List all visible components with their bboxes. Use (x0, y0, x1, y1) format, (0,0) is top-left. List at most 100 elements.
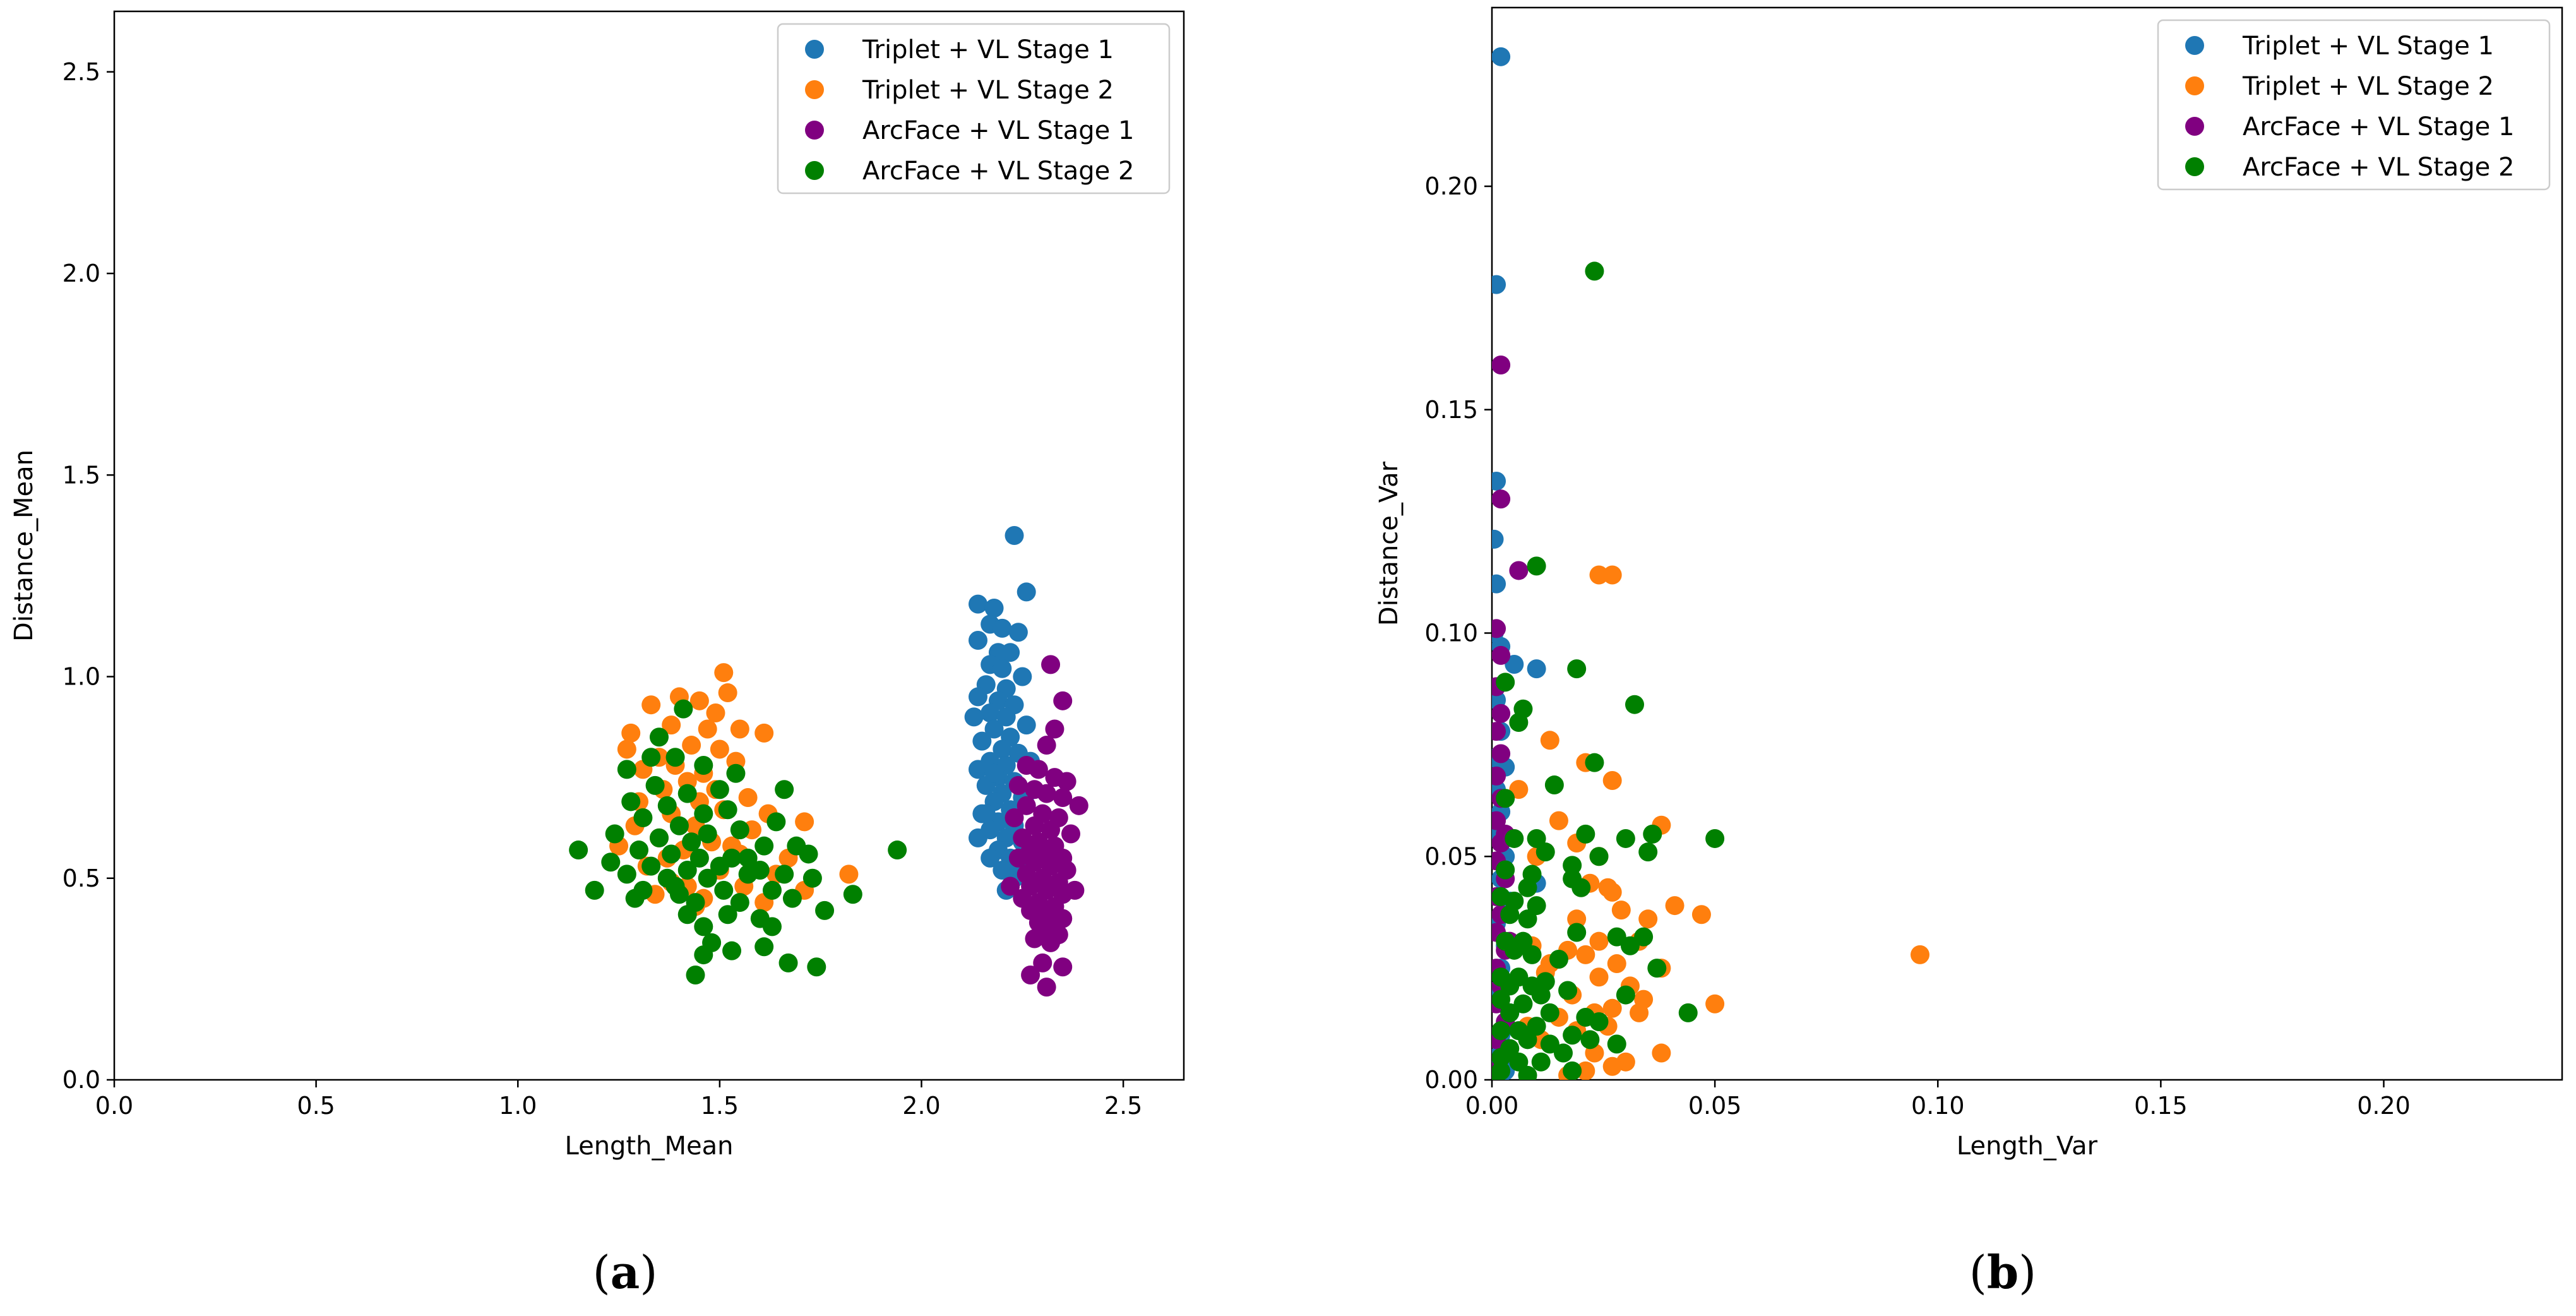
legend-label: Triplet + VL Stage 1 (862, 35, 1114, 64)
data-point (1576, 824, 1595, 844)
data-point (1025, 929, 1044, 948)
data-point (1607, 1034, 1626, 1054)
y-tick-label: 0.5 (63, 864, 100, 892)
panel-caption-letter: b (1987, 1245, 2018, 1299)
data-point (996, 707, 1016, 727)
data-point (775, 780, 794, 799)
data-point (621, 723, 641, 743)
y-tick-label: 1.5 (63, 461, 100, 489)
data-point (1041, 820, 1061, 840)
data-point (807, 957, 826, 977)
data-point (1017, 582, 1036, 602)
data-point (1496, 860, 1515, 880)
data-point (1567, 923, 1587, 942)
data-point (1638, 909, 1658, 929)
y-axis-label: Distance_Mean (9, 450, 39, 642)
data-point (1518, 909, 1537, 929)
data-point (1017, 796, 1036, 815)
data-point (698, 719, 717, 739)
data-point (569, 840, 588, 860)
data-point (1527, 556, 1546, 576)
data-point (968, 760, 987, 779)
data-point (665, 876, 685, 896)
data-point (1008, 848, 1028, 868)
x-tick-label: 1.0 (499, 1092, 537, 1120)
data-point (1616, 828, 1635, 848)
data-point (1492, 744, 1511, 763)
data-point (1678, 1003, 1698, 1022)
legend-label: ArcFace + VL Stage 1 (2243, 112, 2514, 141)
data-point (706, 703, 725, 722)
data-point (1607, 927, 1626, 947)
data-point (1602, 882, 1622, 902)
data-point (710, 856, 729, 876)
data-point (1549, 949, 1568, 969)
legend-marker (2185, 36, 2204, 55)
data-point (1691, 905, 1711, 924)
data-point (968, 594, 987, 614)
data-point (1665, 896, 1685, 916)
data-point (1643, 824, 1662, 844)
data-point (1705, 828, 1725, 848)
data-point (984, 598, 1004, 618)
data-point (1540, 731, 1559, 750)
data-point (1008, 623, 1028, 642)
data-point (972, 731, 992, 751)
data-point (682, 832, 701, 852)
data-point (968, 828, 987, 847)
data-point (657, 796, 677, 815)
data-point (775, 864, 794, 884)
legend-marker (2185, 76, 2204, 95)
data-point (1531, 985, 1551, 1005)
data-point (1580, 1030, 1600, 1050)
data-point (694, 945, 713, 965)
data-point (1492, 645, 1511, 665)
data-point (984, 719, 1004, 739)
data-point (1540, 1003, 1559, 1022)
y-tick-label: 0.10 (1424, 619, 1478, 647)
data-point (1005, 808, 1024, 827)
data-point (689, 691, 709, 710)
data-point (1492, 722, 1506, 741)
data-point (968, 631, 987, 650)
plot-frame (113, 10, 1185, 1081)
data-point (1563, 856, 1582, 875)
data-point (1017, 715, 1036, 735)
points-layer (569, 526, 1088, 997)
legend-marker (805, 121, 824, 140)
data-point (1535, 842, 1555, 862)
data-point (1008, 775, 1028, 795)
data-point (1602, 1056, 1622, 1076)
data-point (662, 715, 681, 735)
data-point (686, 965, 705, 984)
data-point (1037, 978, 1056, 997)
data-point (1527, 1017, 1546, 1036)
data-point (762, 917, 782, 936)
data-point (993, 659, 1012, 678)
data-point (689, 848, 709, 868)
data-point (1638, 842, 1658, 862)
data-point (621, 792, 641, 811)
data-point (710, 739, 729, 759)
data-point (1544, 775, 1564, 795)
data-point (625, 888, 645, 908)
data-point (1492, 703, 1511, 723)
x-tick-label: 2.0 (902, 1092, 940, 1120)
data-point (694, 917, 713, 936)
data-point (1065, 880, 1085, 900)
data-point (1492, 766, 1506, 786)
data-point (1041, 655, 1061, 674)
data-point (1505, 828, 1524, 848)
data-point (1527, 828, 1546, 848)
data-point (1492, 1065, 1506, 1080)
data-point (1549, 811, 1568, 830)
x-tick-label: 1.5 (701, 1092, 739, 1120)
data-point (1589, 565, 1609, 585)
data-point (718, 683, 737, 703)
data-point (641, 856, 661, 876)
data-point (617, 864, 636, 884)
data-point (1492, 529, 1504, 549)
data-point (629, 840, 649, 860)
data-point (1630, 1003, 1649, 1022)
data-point (1061, 824, 1081, 844)
